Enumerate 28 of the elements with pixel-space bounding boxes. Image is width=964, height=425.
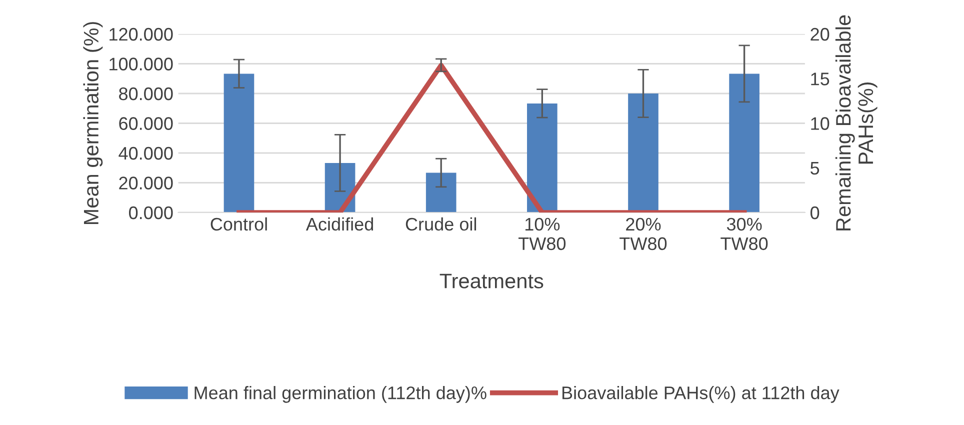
y-tick-label: 40.000: [118, 146, 173, 160]
y2-tick-label: 0: [810, 206, 820, 220]
bar: [224, 74, 254, 212]
y2-tick-label: 5: [810, 162, 820, 175]
x-axis-title: Treatments: [440, 274, 544, 288]
x-tick-label: Crude oil: [406, 217, 476, 231]
y2-axis-title: Remaining Bioavailable PAHs(%): [835, 15, 878, 230]
x-tick-label: 30% TW80: [720, 218, 768, 250]
x-tick-label: 10% TW80: [518, 218, 566, 250]
x-tick-label: Control: [210, 217, 267, 231]
y2-tick-label: 20: [810, 28, 830, 41]
legend-label: Mean final germination (112th day)%: [194, 386, 486, 403]
y-tick-label: 100.000: [110, 58, 173, 70]
y-tick-label: 60.000: [119, 117, 173, 130]
bar: [527, 103, 558, 212]
y2-tick-label: 10: [811, 117, 830, 130]
y-tick-label: 120.000: [110, 28, 173, 41]
legend-label: Bioavailable PAHs(%) at 112th day: [562, 386, 840, 403]
x-tick-label: Acidified: [306, 217, 374, 231]
bar: [729, 74, 760, 212]
bar: [426, 172, 456, 212]
y-tick-label: 0.000: [129, 206, 173, 220]
bar: [628, 94, 658, 212]
x-tick-label: 20% TW80: [620, 218, 667, 250]
y-axis-title: Mean germination (%): [83, 22, 103, 224]
y-tick-label: 80.000: [119, 87, 173, 100]
y-tick-label: 20.000: [119, 176, 173, 190]
y2-tick-label: 15: [811, 72, 830, 86]
